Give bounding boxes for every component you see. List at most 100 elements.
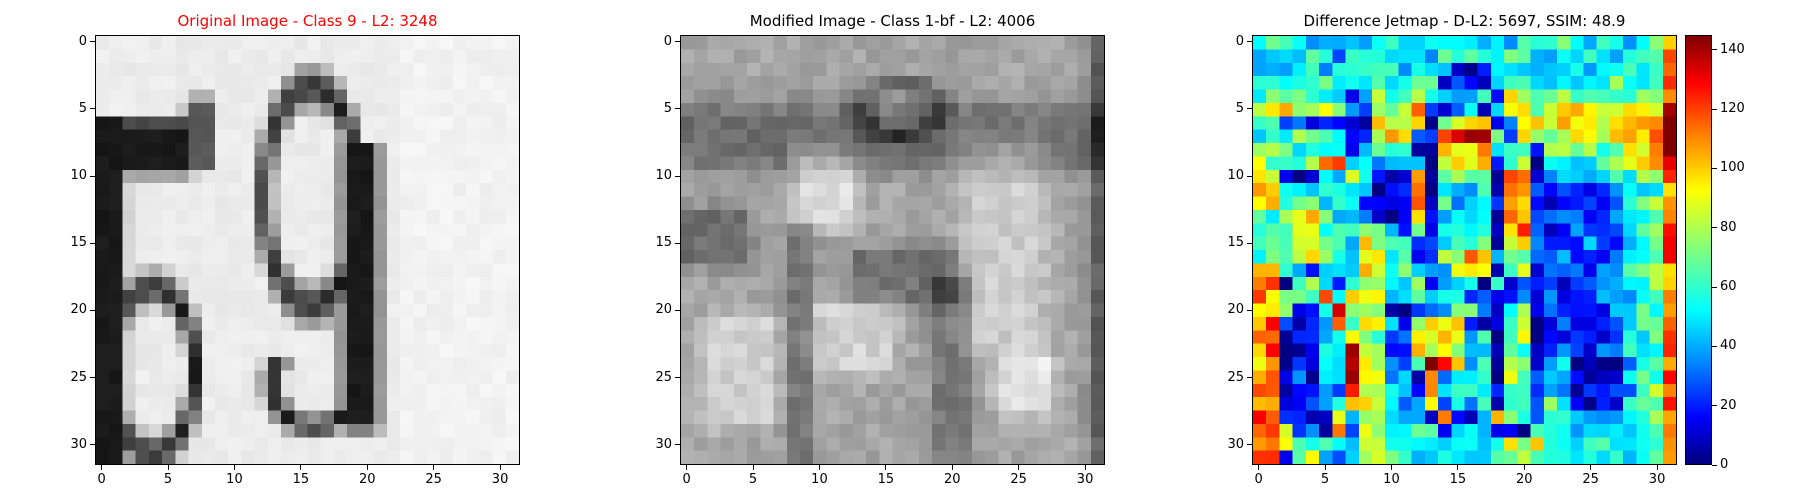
colorbar-tick-label: 80: [1720, 219, 1737, 235]
colorbar-tick-label: 100: [1720, 160, 1745, 176]
x-tick-label: 30: [1076, 472, 1094, 487]
colorbar-tick-mark: [1712, 108, 1717, 110]
x-tick-label: 20: [1515, 472, 1533, 487]
x-tick-label: 20: [358, 472, 376, 487]
x-tick-label: 25: [1582, 472, 1599, 487]
x-tick-mark: [686, 465, 688, 470]
panel1-title: Original Image - Class 9 - L2: 3248: [177, 12, 438, 30]
colorbar-tick-label: 120: [1720, 101, 1745, 117]
x-tick-mark: [752, 465, 754, 470]
x-tick-label: 5: [163, 472, 173, 487]
y-tick-mark: [1247, 444, 1252, 446]
y-tick-label: 15: [70, 235, 87, 251]
colorbar-tick-label: 20: [1720, 397, 1737, 413]
x-tick-mark: [1523, 465, 1525, 470]
y-tick-label: 25: [1227, 369, 1244, 385]
x-tick-label: 10: [226, 472, 243, 487]
panel2-image: [680, 35, 1105, 465]
colorbar-tick-mark: [1712, 464, 1717, 466]
colorbar-tick-mark: [1712, 345, 1717, 347]
y-tick-label: 0: [78, 33, 87, 49]
x-tick-mark: [951, 465, 953, 470]
y-tick-label: 5: [663, 100, 672, 116]
x-tick-label: 10: [811, 472, 828, 487]
y-tick-mark: [90, 108, 95, 110]
x-tick-label: 15: [1449, 472, 1467, 487]
y-tick-mark: [1247, 377, 1252, 379]
x-tick-mark: [167, 465, 169, 470]
y-tick-mark: [675, 377, 680, 379]
colorbar: [1685, 35, 1712, 465]
x-tick-mark: [1258, 465, 1260, 470]
y-tick-mark: [675, 108, 680, 110]
x-tick-mark: [818, 465, 820, 470]
x-tick-label: 25: [1010, 472, 1027, 487]
x-tick-mark: [885, 465, 887, 470]
colorbar-tick-label: 140: [1720, 41, 1745, 57]
x-tick-label: 30: [1648, 472, 1666, 487]
y-tick-label: 30: [1227, 436, 1244, 452]
x-tick-label: 10: [1383, 472, 1400, 487]
y-tick-mark: [675, 242, 680, 244]
y-tick-label: 20: [70, 302, 87, 318]
y-tick-label: 0: [1235, 33, 1244, 49]
y-tick-label: 5: [78, 100, 87, 116]
y-tick-mark: [1247, 309, 1252, 311]
y-tick-label: 0: [663, 33, 672, 49]
y-tick-label: 5: [1235, 100, 1244, 116]
y-tick-label: 15: [1227, 235, 1244, 251]
x-tick-label: 0: [97, 472, 106, 487]
x-tick-mark: [300, 465, 302, 470]
panel3-title: Difference Jetmap - D-L2: 5697, SSIM: 48…: [1303, 12, 1626, 30]
x-tick-mark: [1084, 465, 1086, 470]
y-tick-mark: [675, 309, 680, 311]
panel3-image: [1252, 35, 1677, 465]
y-tick-mark: [90, 175, 95, 177]
colorbar-tick-label: 40: [1720, 338, 1737, 354]
x-tick-mark: [499, 465, 501, 470]
x-tick-mark: [101, 465, 103, 470]
x-tick-label: 30: [491, 472, 509, 487]
panel1-image: [95, 35, 520, 465]
panel3-canvas: [1253, 36, 1676, 464]
x-tick-mark: [433, 465, 435, 470]
colorbar-tick-mark: [1712, 167, 1717, 169]
x-tick-mark: [1324, 465, 1326, 470]
y-tick-label: 10: [655, 168, 672, 184]
y-tick-mark: [675, 175, 680, 177]
y-tick-label: 10: [70, 168, 87, 184]
y-tick-mark: [1247, 175, 1252, 177]
x-tick-label: 0: [1254, 472, 1263, 487]
x-tick-mark: [1390, 465, 1392, 470]
x-tick-label: 0: [682, 472, 691, 487]
colorbar-tick-label: 0: [1720, 457, 1729, 472]
x-tick-label: 15: [877, 472, 895, 487]
x-tick-mark: [1656, 465, 1658, 470]
colorbar-tick-mark: [1712, 49, 1717, 51]
colorbar-tick-mark: [1712, 227, 1717, 229]
y-tick-mark: [90, 444, 95, 446]
colorbar-tick-mark: [1712, 405, 1717, 407]
x-tick-mark: [366, 465, 368, 470]
colorbar-tick-label: 60: [1720, 279, 1737, 295]
x-tick-label: 15: [292, 472, 310, 487]
x-tick-label: 20: [943, 472, 961, 487]
y-tick-label: 20: [1227, 302, 1244, 318]
x-tick-label: 5: [748, 472, 758, 487]
y-tick-mark: [1247, 108, 1252, 110]
x-tick-mark: [1018, 465, 1020, 470]
x-tick-label: 25: [425, 472, 442, 487]
x-tick-mark: [233, 465, 235, 470]
y-tick-mark: [675, 41, 680, 43]
y-tick-mark: [675, 444, 680, 446]
x-tick-mark: [1457, 465, 1459, 470]
x-tick-label: 5: [1320, 472, 1330, 487]
panel2-title: Modified Image - Class 1-bf - L2: 4006: [749, 12, 1036, 30]
y-tick-label: 25: [655, 369, 672, 385]
y-tick-mark: [1247, 41, 1252, 43]
panel1-canvas: [96, 36, 519, 464]
y-tick-label: 15: [655, 235, 672, 251]
x-tick-mark: [1590, 465, 1592, 470]
y-tick-mark: [90, 41, 95, 43]
y-tick-label: 25: [70, 369, 87, 385]
